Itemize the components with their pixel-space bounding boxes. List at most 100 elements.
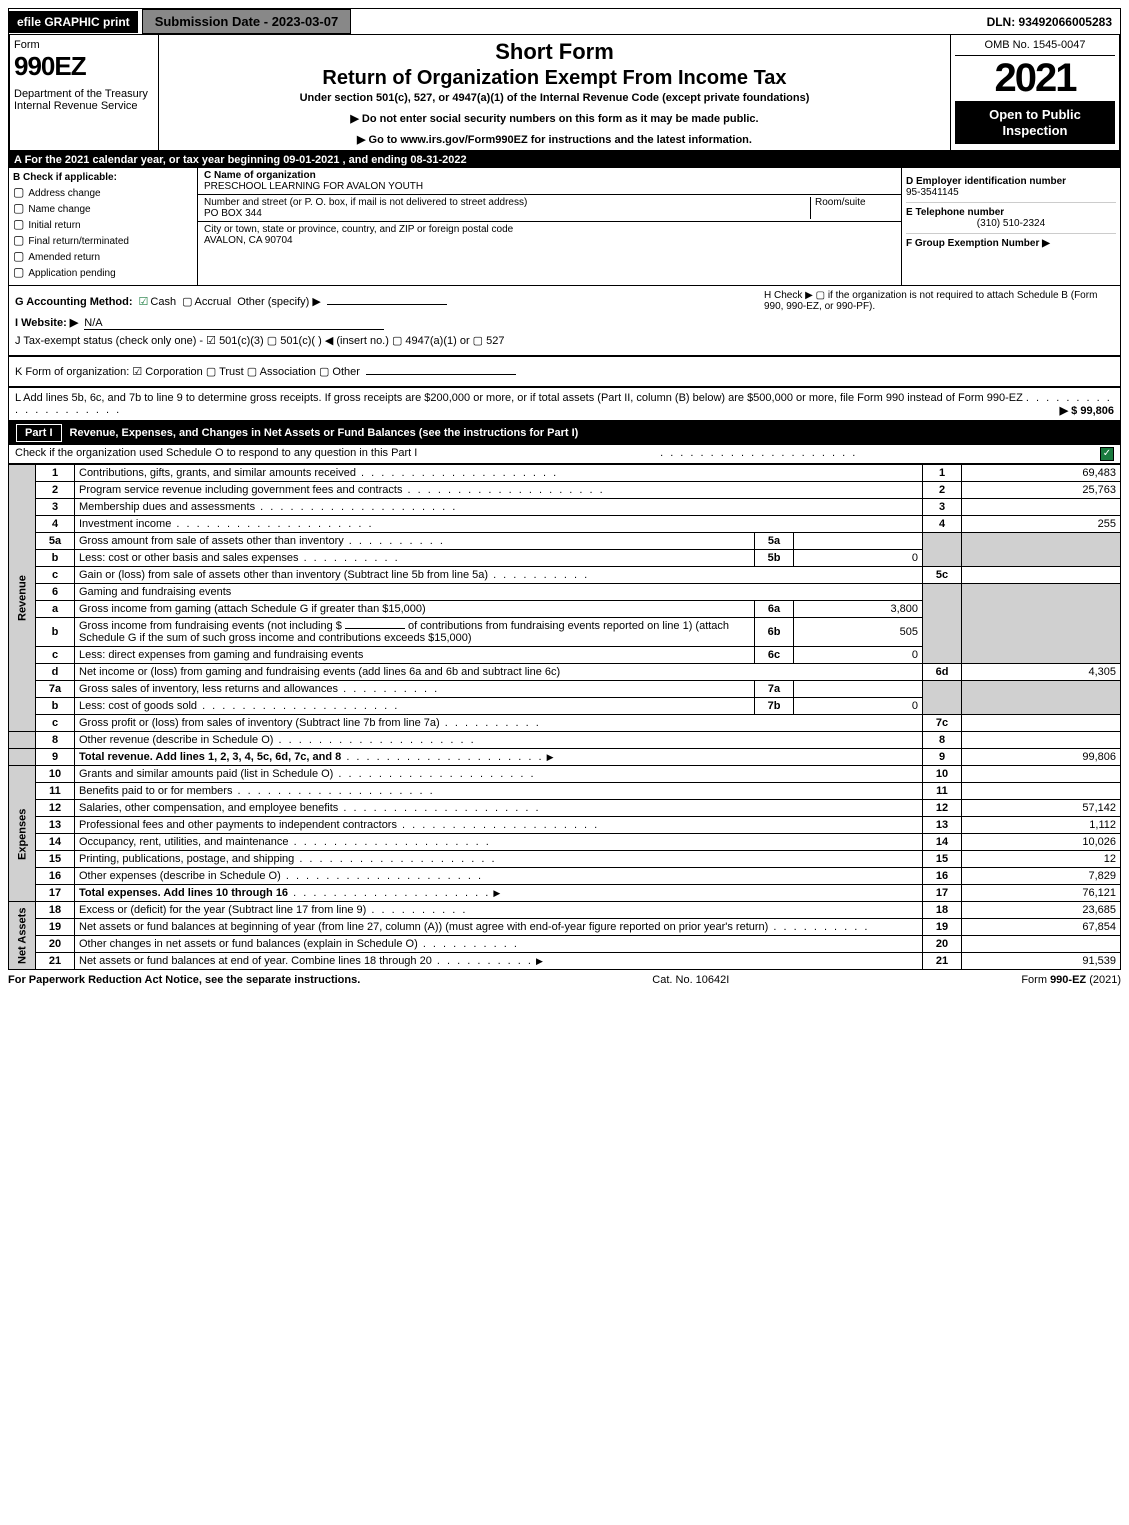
row-l-container: L Add lines 5b, 6c, and 7b to line 9 to … (8, 387, 1121, 421)
department-label: Department of the Treasury Internal Reve… (14, 88, 154, 112)
line-7b-inner-num: 7b (755, 698, 794, 715)
header-right: OMB No. 1545-0047 2021 Open to Public In… (950, 35, 1119, 150)
line-14-desc: Occupancy, rent, utilities, and maintena… (79, 836, 289, 848)
line-5b-inner-num: 5b (755, 550, 794, 567)
checkbox-accrual[interactable]: Accrual (182, 295, 231, 308)
line-12-desc: Salaries, other compensation, and employ… (79, 802, 338, 814)
header-left: Form 990EZ Department of the Treasury In… (10, 35, 159, 150)
checkbox-application-pending[interactable]: Application pending (13, 265, 193, 279)
line-7c-desc: Gross profit or (loss) from sales of inv… (79, 717, 440, 729)
line-10-num: 10 (36, 766, 75, 783)
form-header: Form 990EZ Department of the Treasury In… (8, 35, 1121, 152)
street-label: Number and street (or P. O. box, if mail… (204, 197, 527, 208)
line-17-arrow (493, 887, 500, 899)
section-a-period: A For the 2021 calendar year, or tax yea… (8, 152, 1121, 168)
line-19: 19 Net assets or fund balances at beginn… (9, 919, 1121, 936)
short-form-title: Short Form (167, 39, 942, 65)
line-19-ref: 19 (923, 919, 962, 936)
tax-exempt-status[interactable]: J Tax-exempt status (check only one) - ☑… (15, 334, 504, 347)
line-9-num: 9 (36, 749, 75, 766)
line-6b-blank[interactable] (345, 628, 405, 629)
accounting-other[interactable]: Other (specify) ▶ (237, 295, 321, 308)
line-5a-inner-val (794, 533, 923, 550)
form-number: 990EZ (14, 51, 154, 82)
line-2-val: 25,763 (962, 482, 1121, 499)
checkbox-final-return[interactable]: Final return/terminated (13, 233, 193, 247)
schedule-o-checkbox[interactable]: ✓ (1100, 447, 1114, 461)
part-1-header: Part I Revenue, Expenses, and Changes in… (8, 421, 1121, 445)
group-exemption-label: F Group Exemption Number ▶ (906, 238, 1050, 249)
line-6a-desc: Gross income from gaming (attach Schedul… (79, 603, 426, 615)
line-6b-inner-val: 505 (794, 618, 923, 647)
line-6c-desc: Less: direct expenses from gaming and fu… (79, 649, 363, 661)
room-suite-label: Room/suite (815, 197, 866, 208)
checkbox-initial-return[interactable]: Initial return (13, 217, 193, 231)
line-11-ref: 11 (923, 783, 962, 800)
submission-date-label: Submission Date - 2023-03-07 (142, 9, 352, 34)
line-5a: 5a Gross amount from sale of assets othe… (9, 533, 1121, 550)
row-k-container: K Form of organization: ☑ Corporation ▢ … (8, 356, 1121, 387)
top-bar: efile GRAPHIC print Submission Date - 20… (8, 8, 1121, 35)
line-6a-inner-val: 3,800 (794, 601, 923, 618)
line-14-ref: 14 (923, 834, 962, 851)
checkbox-cash[interactable]: Cash (139, 295, 177, 308)
footer-right: Form 990-EZ (2021) (1021, 974, 1121, 986)
under-section-text: Under section 501(c), 527, or 4947(a)(1)… (167, 92, 942, 104)
irs-link-text[interactable]: ▶ Go to www.irs.gov/Form990EZ for instru… (167, 133, 942, 146)
return-title: Return of Organization Exempt From Incom… (167, 67, 942, 90)
line-6d-desc: Net income or (loss) from gaming and fun… (79, 666, 560, 678)
row-l-text: L Add lines 5b, 6c, and 7b to line 9 to … (15, 392, 1023, 404)
line-16-num: 16 (36, 868, 75, 885)
line-5c-desc: Gain or (loss) from sale of assets other… (79, 569, 488, 581)
line-2-num: 2 (36, 482, 75, 499)
line-8: 8 Other revenue (describe in Schedule O)… (9, 732, 1121, 749)
accounting-other-input[interactable] (327, 304, 447, 305)
form-of-organization[interactable]: K Form of organization: ☑ Corporation ▢ … (15, 365, 360, 378)
line-15-val: 12 (962, 851, 1121, 868)
org-other-input[interactable] (366, 374, 516, 375)
ein-label: D Employer identification number (906, 176, 1066, 187)
line-3-ref: 3 (923, 499, 962, 516)
line-3-num: 3 (36, 499, 75, 516)
line-16: 16 Other expenses (describe in Schedule … (9, 868, 1121, 885)
info-rows: G Accounting Method: Cash Accrual Other … (8, 286, 1121, 356)
line-3: 3 Membership dues and assessments 3 (9, 499, 1121, 516)
row-k: K Form of organization: ☑ Corporation ▢ … (15, 365, 1114, 378)
line-14-num: 14 (36, 834, 75, 851)
line-6d-ref: 6d (923, 664, 962, 681)
footer-left: For Paperwork Reduction Act Notice, see … (8, 974, 360, 986)
net-assets-tab: Net Assets (9, 902, 36, 970)
checkbox-amended-return[interactable]: Amended return (13, 249, 193, 263)
line-5c-val (962, 567, 1121, 584)
line-16-ref: 16 (923, 868, 962, 885)
ein-value: 95-3541145 (906, 187, 959, 198)
line-5a-inner-num: 5a (755, 533, 794, 550)
section-b: B Check if applicable: Address change Na… (9, 168, 198, 285)
checkbox-name-change[interactable]: Name change (13, 201, 193, 215)
revenue-tab-bottom2 (9, 749, 36, 766)
line-7a: 7a Gross sales of inventory, less return… (9, 681, 1121, 698)
line-2-desc: Program service revenue including govern… (79, 484, 402, 496)
line-5c: c Gain or (loss) from sale of assets oth… (9, 567, 1121, 584)
part-1-subtitle-row: Check if the organization used Schedule … (8, 445, 1121, 464)
line-12-val: 57,142 (962, 800, 1121, 817)
line-15-ref: 15 (923, 851, 962, 868)
line-11: 11 Benefits paid to or for members 11 (9, 783, 1121, 800)
line-13-desc: Professional fees and other payments to … (79, 819, 397, 831)
row-h: H Check ▶ ▢ if the organization is not r… (754, 290, 1114, 312)
line-5b-inner-val: 0 (794, 550, 923, 567)
line-13-val: 1,112 (962, 817, 1121, 834)
line-5a-desc: Gross amount from sale of assets other t… (79, 535, 344, 547)
line-19-desc: Net assets or fund balances at beginning… (79, 921, 768, 933)
line-16-desc: Other expenses (describe in Schedule O) (79, 870, 281, 882)
line-19-val: 67,854 (962, 919, 1121, 936)
line-17: 17 Total expenses. Add lines 10 through … (9, 885, 1121, 902)
efile-print-button[interactable]: efile GRAPHIC print (9, 11, 138, 33)
line-7a-desc: Gross sales of inventory, less returns a… (79, 683, 338, 695)
line-6b-num: b (36, 618, 75, 647)
checkbox-address-change[interactable]: Address change (13, 185, 193, 199)
revenue-tab-bottom (9, 732, 36, 749)
line-6d-val: 4,305 (962, 664, 1121, 681)
line-7c: c Gross profit or (loss) from sales of i… (9, 715, 1121, 732)
line-10-ref: 10 (923, 766, 962, 783)
